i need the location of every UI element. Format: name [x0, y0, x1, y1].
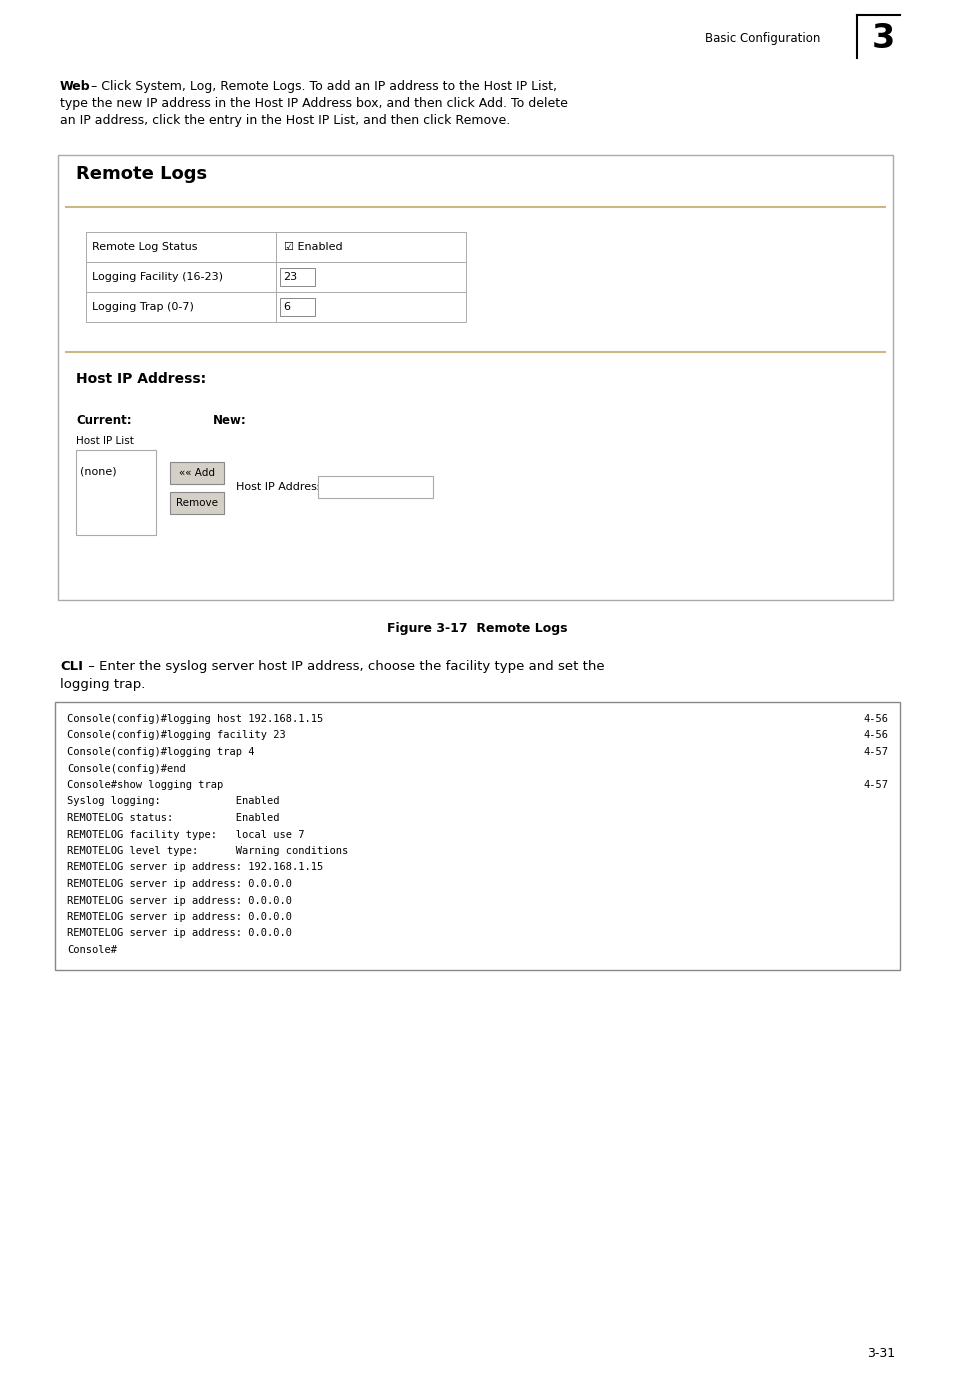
Text: REMOTELOG server ip address: 0.0.0.0: REMOTELOG server ip address: 0.0.0.0 — [67, 879, 292, 888]
Text: 4-56: 4-56 — [862, 730, 887, 741]
Text: Remove: Remove — [175, 498, 218, 508]
Text: Console(config)#end: Console(config)#end — [67, 763, 186, 773]
Text: (none): (none) — [80, 466, 116, 476]
Text: logging trap.: logging trap. — [60, 677, 145, 691]
Text: REMOTELOG status:          Enabled: REMOTELOG status: Enabled — [67, 813, 279, 823]
Text: Console(config)#logging facility 23: Console(config)#logging facility 23 — [67, 730, 286, 741]
Text: Figure 3-17  Remote Logs: Figure 3-17 Remote Logs — [387, 622, 567, 634]
Text: 4-57: 4-57 — [862, 747, 887, 756]
Text: REMOTELOG server ip address: 0.0.0.0: REMOTELOG server ip address: 0.0.0.0 — [67, 912, 292, 922]
Text: Host IP List: Host IP List — [76, 436, 133, 446]
Text: Current:: Current: — [76, 414, 132, 428]
Text: REMOTELOG server ip address: 0.0.0.0: REMOTELOG server ip address: 0.0.0.0 — [67, 895, 292, 905]
Text: REMOTELOG server ip address: 192.168.1.15: REMOTELOG server ip address: 192.168.1.1… — [67, 862, 323, 873]
Text: – Enter the syslog server host IP address, choose the facility type and set the: – Enter the syslog server host IP addres… — [84, 661, 604, 673]
Bar — [86, 232, 465, 262]
Text: Console#show logging trap: Console#show logging trap — [67, 780, 223, 790]
Text: REMOTELOG facility type:   local use 7: REMOTELOG facility type: local use 7 — [67, 830, 304, 840]
Text: type the new IP address in the Host IP Address box, and then click Add. To delet: type the new IP address in the Host IP A… — [60, 97, 567, 110]
Text: 3: 3 — [871, 21, 894, 54]
Bar — [280, 298, 314, 316]
Text: 6: 6 — [283, 303, 290, 312]
Text: Logging Trap (0-7): Logging Trap (0-7) — [91, 303, 193, 312]
Bar — [55, 702, 899, 969]
Text: Logging Facility (16-23): Logging Facility (16-23) — [91, 272, 223, 282]
Text: 23: 23 — [283, 272, 296, 282]
Text: REMOTELOG server ip address: 0.0.0.0: REMOTELOG server ip address: 0.0.0.0 — [67, 929, 292, 938]
Text: 4-57: 4-57 — [862, 780, 887, 790]
Text: «« Add: «« Add — [179, 468, 214, 477]
Text: Basic Configuration: Basic Configuration — [704, 32, 820, 44]
Bar — [76, 450, 156, 534]
Text: Syslog logging:            Enabled: Syslog logging: Enabled — [67, 797, 279, 806]
Text: 3-31: 3-31 — [866, 1346, 894, 1360]
Bar — [86, 291, 465, 322]
Text: Host IP Address:: Host IP Address: — [76, 372, 206, 386]
Text: 4-56: 4-56 — [862, 713, 887, 725]
Text: Console(config)#logging host 192.168.1.15: Console(config)#logging host 192.168.1.1… — [67, 713, 323, 725]
Bar — [170, 491, 224, 514]
Text: Console#: Console# — [67, 945, 117, 955]
Text: Remote Log Status: Remote Log Status — [91, 242, 197, 253]
Text: REMOTELOG level type:      Warning conditions: REMOTELOG level type: Warning conditions — [67, 847, 348, 856]
Bar — [170, 462, 224, 484]
Text: ☑ Enabled: ☑ Enabled — [284, 242, 342, 253]
Bar — [280, 268, 314, 286]
Bar — [86, 262, 465, 291]
Text: CLI: CLI — [60, 661, 83, 673]
Text: Remote Logs: Remote Logs — [76, 165, 207, 183]
Text: New:: New: — [213, 414, 247, 428]
Text: – Click System, Log, Remote Logs. To add an IP address to the Host IP List,: – Click System, Log, Remote Logs. To add… — [87, 81, 557, 93]
Bar — [317, 476, 433, 498]
Text: Web: Web — [60, 81, 91, 93]
Text: Console(config)#logging trap 4: Console(config)#logging trap 4 — [67, 747, 254, 756]
Text: Host IP Address: Host IP Address — [235, 482, 322, 491]
Bar — [58, 155, 892, 600]
Text: an IP address, click the entry in the Host IP List, and then click Remove.: an IP address, click the entry in the Ho… — [60, 114, 510, 126]
